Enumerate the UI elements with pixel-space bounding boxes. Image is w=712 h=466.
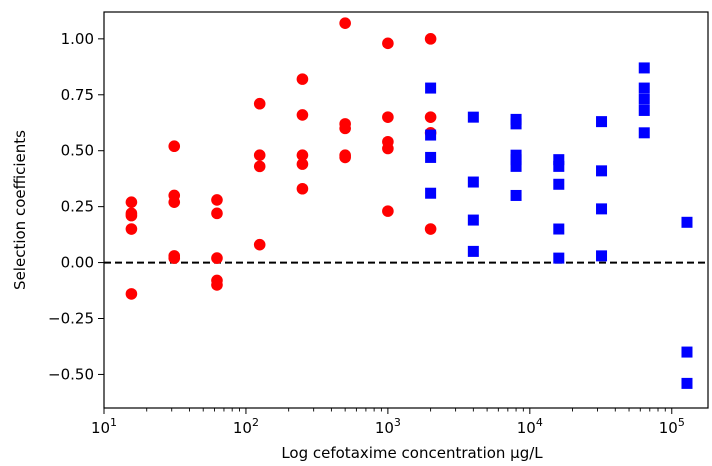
data-point-square (510, 160, 522, 172)
data-point-circle (382, 111, 394, 123)
data-point-square (638, 82, 650, 94)
data-point-circle (339, 151, 351, 164)
data-point-square (510, 118, 522, 130)
data-point-circle (125, 209, 138, 222)
data-point-square (638, 104, 650, 116)
data-point-circle (253, 149, 266, 161)
data-point-square (467, 245, 479, 257)
data-point-circle (296, 182, 309, 195)
data-point-circle (382, 37, 394, 50)
data-point-square (425, 82, 437, 94)
data-point-circle (339, 17, 351, 29)
y-tick-label: 1.00 (61, 30, 94, 48)
y-tick-label: −0.50 (48, 365, 94, 383)
data-point-circle (296, 109, 309, 121)
data-point-square (638, 62, 650, 74)
data-point-square (553, 178, 565, 190)
y-tick-label: 0.50 (61, 142, 94, 160)
data-point-square (467, 176, 479, 188)
data-point-square (510, 189, 522, 201)
data-point-square (553, 154, 565, 166)
data-point-circle (382, 142, 394, 155)
data-point-square (425, 151, 437, 163)
data-point-square (638, 127, 650, 139)
data-point-square (638, 93, 650, 105)
data-point-square (681, 346, 693, 358)
x-tick-label: 102 (233, 416, 259, 437)
data-point-circle (339, 122, 351, 135)
y-tick-label: 0.00 (61, 254, 94, 272)
data-point-square (467, 111, 479, 123)
data-point-square (553, 252, 565, 264)
data-point-square (596, 203, 608, 215)
data-point-circle (296, 149, 309, 161)
data-point-circle (211, 279, 223, 291)
data-point-square (681, 216, 693, 228)
data-point-circle (296, 158, 309, 170)
y-axis-label: Selection coefficients (11, 130, 29, 290)
plot-frame (103, 11, 709, 409)
data-point-circle (168, 140, 181, 153)
x-tick-label: 105 (659, 416, 685, 437)
data-point-circle (382, 205, 394, 217)
y-axis-ticks: −0.50 −0.25 0.00 0.25 0.50 0.75 1.00 (48, 30, 104, 383)
data-point-square (681, 377, 693, 389)
data-point-circle (253, 97, 266, 110)
data-point-circle (296, 73, 309, 85)
data-point-square (596, 116, 608, 128)
y-tick-label: 0.25 (61, 198, 94, 216)
plot-area (103, 11, 709, 409)
data-point-square (467, 214, 479, 226)
x-axis-label: Log cefotaxime concentration μg/L (281, 444, 543, 462)
data-point-circle (211, 252, 223, 264)
data-point-circle (211, 194, 223, 206)
data-point-circle (424, 33, 437, 45)
data-point-square (425, 129, 437, 141)
data-point-circle (125, 288, 138, 300)
data-point-circle (168, 196, 181, 208)
x-tick-label: 101 (91, 416, 117, 437)
data-point-square (553, 160, 565, 172)
data-point-circle (125, 196, 138, 208)
x-tick-label: 104 (517, 416, 543, 437)
data-point-square (596, 250, 608, 262)
x-tick-label: 103 (375, 416, 401, 437)
data-point-circle (125, 223, 138, 235)
data-point-circle (253, 238, 266, 251)
data-point-circle (253, 160, 266, 173)
y-tick-label: 0.75 (61, 86, 94, 104)
data-point-square (425, 187, 437, 199)
y-tick-label: −0.25 (48, 310, 94, 328)
data-point-circle (424, 111, 437, 123)
data-point-circle (168, 252, 181, 264)
data-point-circle (424, 223, 437, 235)
data-point-circle (211, 207, 223, 220)
data-point-square (553, 223, 565, 235)
data-point-square (596, 165, 608, 177)
x-axis-ticks: 101 102 103 104 105 (91, 408, 685, 437)
data-point-square (510, 154, 522, 166)
